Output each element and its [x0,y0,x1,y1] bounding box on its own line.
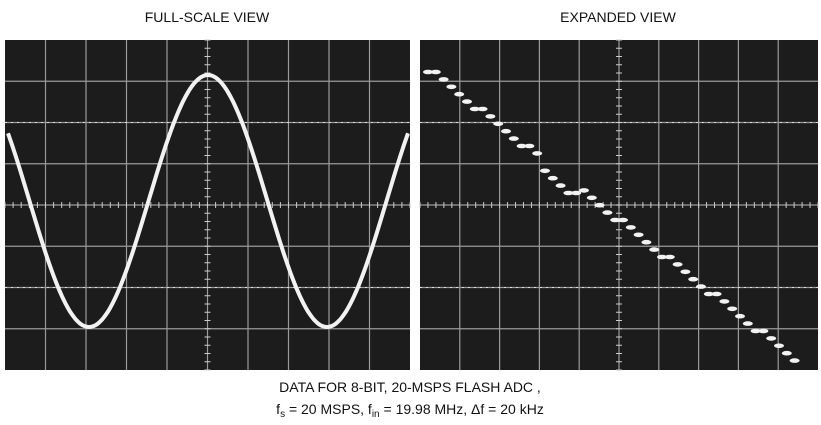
subscript: s [280,409,285,420]
caption-text: = 19.98 MHz, Δf = 20 kHz [380,401,544,417]
sample-dash [742,321,753,326]
sample-dash [454,91,465,97]
waveform [6,72,410,329]
sample-dash [446,84,457,90]
sample-dash [633,232,644,238]
sample-dash [664,254,675,260]
sample-dash [540,168,550,174]
sample-dash [524,143,535,149]
sample-dash [469,106,480,112]
sample-dash [618,217,628,223]
sample-dash [657,254,667,260]
sample-dash [719,299,730,304]
sample-dash [672,262,683,267]
sample-dash [680,269,691,275]
caption-text: = 20 MSPS, f [285,401,372,417]
sample-dash [485,114,496,119]
sample-dash [501,128,511,134]
sample-dash [516,143,527,149]
sample-dash [532,151,543,156]
sample-dash [563,190,574,196]
sample-dash [625,225,636,230]
sample-dash [594,202,605,208]
scope-screens [4,39,819,371]
sample-dash [586,195,597,201]
sample-dash [555,183,566,188]
sample-dash [610,217,621,223]
sample-dash [789,358,800,363]
sample-dash [641,239,652,245]
panel-title: FULL-SCALE VIEW [145,9,270,25]
sample-dash [579,188,589,193]
caption-text: f [276,401,280,417]
sample-dash [711,291,722,297]
sample-dash [508,136,519,141]
sample-dash [602,210,613,215]
sample-dash [649,247,660,252]
caption-line: fs = 20 MSPS, fin = 19.98 MHz, Δf = 20 k… [276,401,544,420]
sample-dash [477,106,488,112]
caption-line: DATA FOR 8-BIT, 20-MSPS FLASH ADC , [279,379,541,395]
sample-dash [735,313,745,319]
subscript: in [372,409,380,420]
panel-title: EXPANDED VIEW [560,9,676,25]
sample-dash [493,121,504,127]
sample-dash [462,99,472,104]
sample-dash [774,343,784,349]
sample-dash [430,69,441,75]
sample-dash [758,328,769,334]
sample-dash [727,306,738,312]
sample-dash [703,291,714,297]
sample-dash [688,276,699,282]
sample-dash [766,336,777,341]
sample-dash [423,69,433,75]
sample-dash [438,77,449,82]
sample-dash [781,350,792,356]
sample-dash [696,284,706,289]
sample-dash [547,175,558,181]
sample-dash [750,328,761,334]
sample-dash [571,190,582,196]
